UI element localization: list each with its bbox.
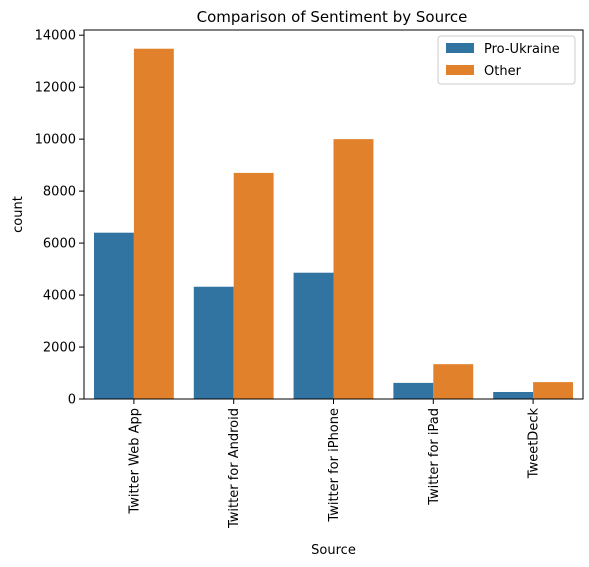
y-tick-label: 2000 (43, 341, 76, 356)
bar (393, 382, 434, 399)
y-tick-label: 10000 (35, 133, 76, 148)
bar (533, 382, 574, 399)
x-tick-label: TweetDeck (527, 408, 542, 480)
plot-frame (83, 29, 584, 400)
bar (193, 286, 234, 399)
x-axis: Twitter Web App Twitter for Android Twitte… (127, 399, 542, 529)
bar (293, 272, 334, 399)
bars-group (93, 48, 574, 399)
bar (433, 364, 474, 399)
legend-label: Other (484, 64, 522, 79)
legend-swatch (446, 43, 474, 53)
y-tick-label: 4000 (43, 289, 76, 304)
y-tick-label: 12000 (35, 81, 76, 96)
x-tick-label: Twitter for iPad (427, 408, 442, 506)
x-axis-label: Source (311, 543, 356, 558)
x-tick-label: Twitter for iPhone (327, 408, 342, 523)
y-tick-label: 0 (68, 393, 76, 408)
x-tick-label: Twitter Web App (127, 408, 142, 515)
y-axis-label: count (11, 196, 26, 233)
x-tick-label: Twitter for Android (227, 408, 242, 529)
y-tick-label: 14000 (35, 29, 76, 44)
legend-swatch (446, 65, 474, 75)
legend: Pro-Ukraine Other (437, 35, 576, 85)
bar (333, 139, 374, 399)
chart-title: Comparison of Sentiment by Source (197, 8, 468, 26)
y-tick-label: 6000 (43, 237, 76, 252)
bar (233, 172, 274, 399)
legend-label: Pro-Ukraine (484, 42, 560, 57)
y-axis: 0 2000 4000 6000 8000 10000 12000 14000 (35, 29, 84, 408)
bar (93, 232, 134, 399)
bar (493, 391, 534, 399)
bar (133, 48, 174, 399)
y-tick-label: 8000 (43, 185, 76, 200)
